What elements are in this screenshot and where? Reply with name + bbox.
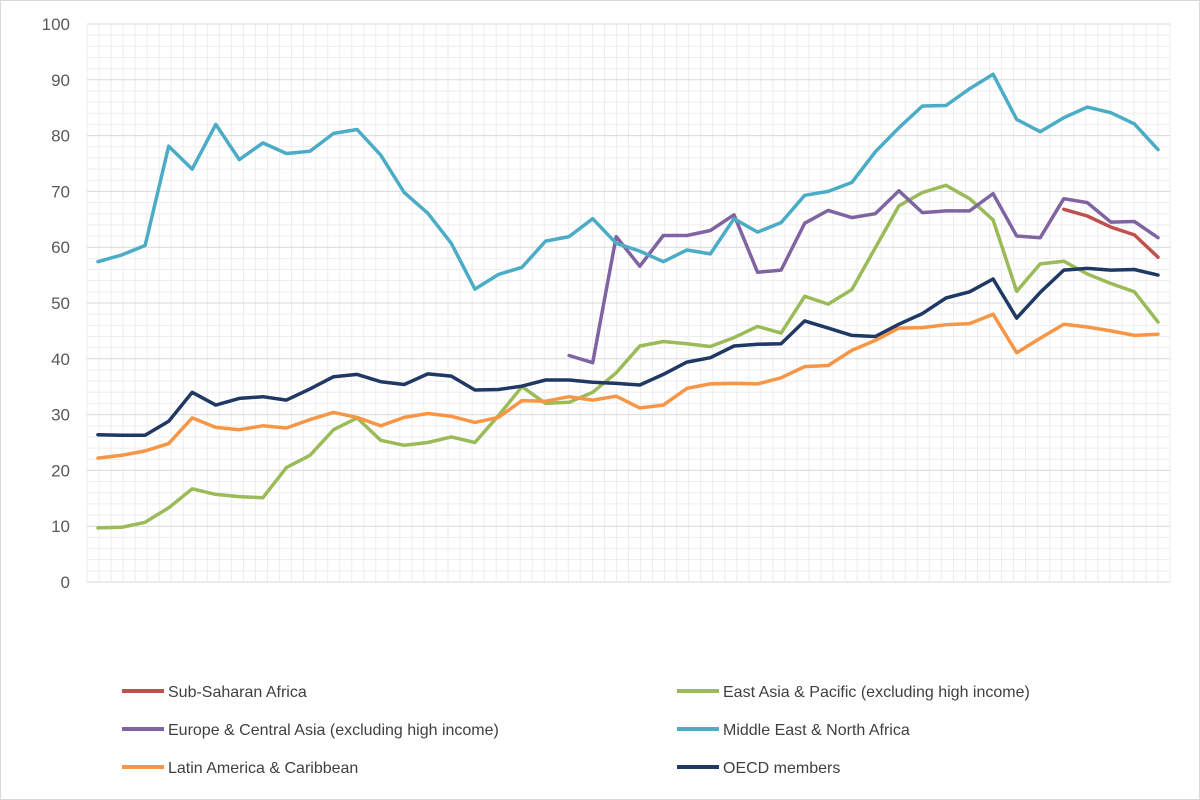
legend-label: Sub-Saharan Africa	[168, 684, 307, 701]
y-tick-label: 60	[51, 238, 70, 257]
series-line	[567, 189, 1160, 365]
series-line	[96, 183, 1160, 530]
y-tick-label: 50	[51, 294, 70, 313]
y-axis-ticks: 0 10 20 30 40 50 60 70 80 90 100	[42, 15, 70, 592]
legend-label: Europe & Central Asia (excluding high in…	[168, 722, 499, 739]
legend-label: Latin America & Caribbean	[168, 760, 358, 777]
y-tick-label: 20	[51, 461, 70, 480]
y-tick-label: 30	[51, 406, 70, 425]
series-line	[96, 312, 1160, 460]
legend-label: Middle East & North Africa	[723, 722, 910, 739]
y-tick-label: 40	[51, 350, 70, 369]
y-tick-label: 70	[51, 182, 70, 201]
series-lines	[96, 72, 1160, 530]
y-tick-label: 0	[61, 573, 70, 592]
series-line	[96, 72, 1160, 291]
y-tick-label: 90	[51, 71, 70, 90]
series-line	[96, 266, 1160, 437]
series-line	[1062, 207, 1160, 259]
y-tick-label: 100	[42, 15, 70, 34]
legend-label: OECD members	[723, 760, 840, 777]
legend: Sub-Saharan Africa East Asia & Pacific (e…	[122, 684, 1030, 777]
y-tick-label: 10	[51, 517, 70, 536]
legend-label: East Asia & Pacific (excluding high inco…	[723, 684, 1030, 701]
y-tick-label: 80	[51, 127, 70, 146]
